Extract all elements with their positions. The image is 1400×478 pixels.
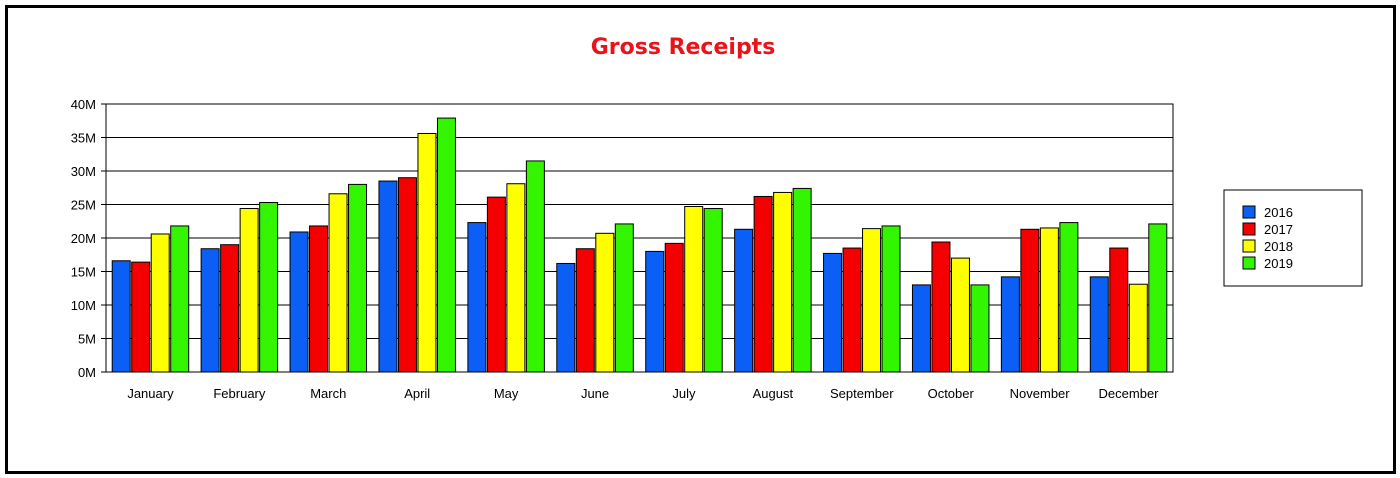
x-axis-ticks: January February March April May June July Augu… [127, 386, 1159, 401]
bar-2019-march [348, 183, 368, 373]
bar-2016-september [823, 252, 843, 373]
bar-2017-april [397, 177, 417, 373]
chart-title: Gross Receipts [591, 35, 776, 60]
x-tick-label: August [753, 386, 794, 401]
legend-label-2019: 2019 [1264, 256, 1293, 271]
bar-2018-august [773, 191, 793, 373]
bar-2019-april [436, 117, 456, 373]
bar-2016-february [200, 248, 220, 373]
x-tick-label: April [404, 386, 430, 401]
bar-2016-may [467, 222, 487, 373]
bar-2017-october [931, 241, 951, 373]
bar-2019-september [881, 225, 901, 373]
x-tick-label: March [310, 386, 346, 401]
bar-2019-december [1148, 223, 1168, 373]
bar-2016-july [645, 250, 665, 373]
bar-2017-august [753, 195, 773, 373]
bar-2019-january [170, 225, 190, 373]
x-tick-label: October [928, 386, 975, 401]
x-tick-label: December [1099, 386, 1160, 401]
bar-2016-april [378, 180, 398, 373]
legend: 2016 2017 2018 2019 [1223, 189, 1363, 287]
bar-2016-december [1089, 276, 1109, 373]
bar-2016-january [111, 260, 131, 373]
legend-label-2017: 2017 [1264, 222, 1293, 237]
bar-2018-april [417, 132, 437, 373]
y-tick-label: 20M [71, 231, 96, 246]
legend-swatch-2018 [1242, 239, 1256, 253]
legend-label-2018: 2018 [1264, 239, 1293, 254]
x-tick-label: July [672, 386, 696, 401]
bar-2016-june [556, 262, 576, 373]
bar-2016-november [1000, 276, 1020, 373]
y-tick-label: 30M [71, 164, 96, 179]
bar-2018-july [684, 206, 704, 373]
bar-2018-february [239, 208, 259, 373]
legend-swatch-2019 [1242, 256, 1256, 270]
x-tick-label: November [1010, 386, 1071, 401]
bar-2019-november [1059, 222, 1079, 373]
bar-2019-october [970, 284, 990, 373]
bar-2018-november [1039, 227, 1059, 373]
bar-2018-march [328, 193, 348, 373]
bar-2016-march [289, 231, 309, 373]
bar-2017-february [220, 244, 240, 373]
bar-2017-september [842, 247, 862, 373]
x-tick-label: September [830, 386, 894, 401]
bar-2018-october [950, 257, 970, 373]
x-tick-label: June [581, 386, 609, 401]
bar-2016-august [734, 228, 754, 373]
y-tick-label: 25M [71, 198, 96, 213]
y-tick-label: 0M [78, 365, 96, 380]
bar-2019-june [614, 223, 634, 373]
bars [111, 117, 1168, 373]
bar-2017-december [1109, 247, 1129, 373]
legend-box [1223, 189, 1363, 287]
legend-label-2016: 2016 [1264, 205, 1293, 220]
y-tick-label: 5M [78, 332, 96, 347]
y-axis-ticks: 0M 5M 10M 15M 20M 25M 30M 35M 40M [71, 97, 106, 380]
bar-2017-july [664, 242, 684, 373]
y-tick-label: 40M [71, 97, 96, 112]
bar-2017-may [486, 196, 506, 373]
bar-2018-may [506, 183, 526, 373]
bar-2018-september [862, 228, 882, 373]
x-tick-label: January [127, 386, 174, 401]
bar-2018-january [150, 233, 170, 373]
bar-2016-october [911, 284, 931, 373]
y-tick-label: 10M [71, 298, 96, 313]
bar-2019-july [703, 208, 723, 373]
x-tick-label: February [213, 386, 266, 401]
bar-2017-march [309, 225, 329, 373]
bar-2018-june [595, 232, 615, 373]
bar-2018-december [1128, 283, 1148, 373]
bar-2019-february [259, 201, 279, 373]
plot-area [105, 103, 1174, 373]
bar-2017-november [1020, 228, 1040, 373]
legend-swatch-2017 [1242, 222, 1256, 236]
y-tick-label: 15M [71, 265, 96, 280]
bar-2019-august [792, 187, 812, 373]
bar-2017-january [131, 261, 151, 373]
bar-2019-may [525, 160, 545, 373]
x-tick-label: May [494, 386, 519, 401]
legend-swatch-2016 [1242, 205, 1256, 219]
y-tick-label: 35M [71, 131, 96, 146]
bar-2017-june [575, 248, 595, 373]
